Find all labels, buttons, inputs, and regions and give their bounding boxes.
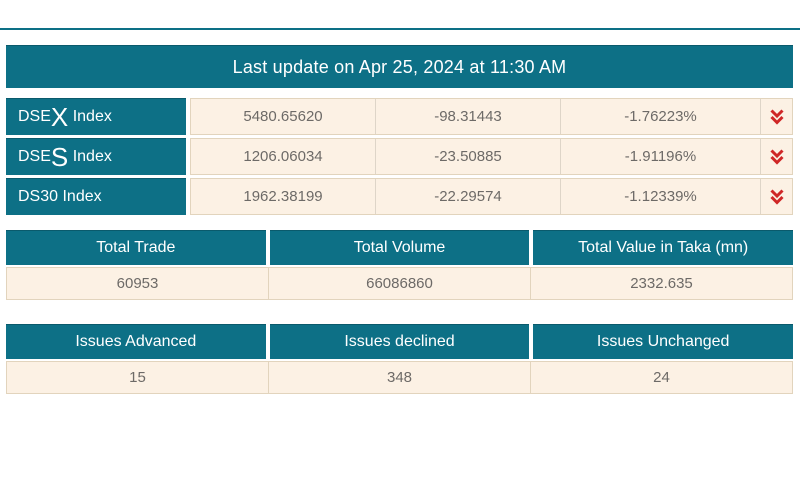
- index-value: 1206.06034: [243, 148, 323, 165]
- totals-table: Total Trade Total Volume Total Value in …: [6, 230, 794, 300]
- index-change-percent: -1.12339%: [560, 179, 760, 214]
- index-change: -98.31443: [375, 99, 560, 134]
- index-name-prefix: DSE: [18, 108, 51, 125]
- totals-header-row: Total Trade Total Volume Total Value in …: [6, 230, 794, 265]
- index-name-dsex: DSE X Index: [6, 98, 186, 135]
- index-row-dses: DSE S Index 1206.06034 -23.50885 -1.91196…: [6, 138, 793, 175]
- index-value: 1962.38199: [243, 188, 323, 205]
- double-chevron-down-icon: [769, 188, 784, 205]
- index-change-percent: -1.91196%: [560, 139, 760, 174]
- index-name-prefix: DS30: [18, 188, 59, 205]
- issues-header-row: Issues Advanced Issues declined Issues U…: [6, 324, 794, 359]
- index-row-ds30: DS30 Index 1962.38199 -22.29574 -1.12339…: [6, 178, 793, 215]
- index-row-dsex: DSE X Index 5480.65620 -98.31443 -1.76223…: [6, 98, 793, 135]
- totals-value-row: 60953 66086860 2332.635: [6, 267, 793, 300]
- index-name-ds30: DS30 Index: [6, 178, 186, 215]
- content-container: Last update on Apr 25, 2024 at 11:30 AM …: [6, 45, 794, 394]
- totals-header-trade: Total Trade: [6, 230, 266, 265]
- index-direction-cell: [760, 179, 792, 214]
- issues-advanced-value: 15: [6, 361, 269, 394]
- issues-table: Issues Advanced Issues declined Issues U…: [6, 324, 794, 394]
- index-value: 5480.65620: [243, 108, 323, 125]
- last-update-text: Last update on Apr 25, 2024 at 11:30 AM: [232, 56, 567, 77]
- index-name-dses: DSE S Index: [6, 138, 186, 175]
- index-name-big-letter: S: [50, 142, 69, 172]
- issues-header-declined: Issues declined: [269, 324, 530, 359]
- index-name-prefix: DSE: [18, 148, 51, 165]
- issues-unchanged-value: 24: [531, 361, 793, 394]
- index-change: -22.29574: [375, 179, 560, 214]
- top-divider-line: [0, 28, 800, 30]
- index-name-suffix: Index: [68, 108, 112, 125]
- index-change-percent: -1.76223%: [560, 99, 760, 134]
- issues-value-row: 15 348 24: [6, 361, 793, 394]
- index-change: -23.50885: [375, 139, 560, 174]
- issues-header-unchanged: Issues Unchanged: [533, 324, 794, 359]
- index-name-suffix: Index: [58, 188, 102, 205]
- index-direction-cell: [760, 99, 792, 134]
- issues-header-advanced: Issues Advanced: [6, 324, 266, 359]
- index-values-ds30: 1962.38199 -22.29574 -1.12339%: [190, 178, 793, 215]
- double-chevron-down-icon: [769, 148, 784, 165]
- total-volume-value: 66086860: [269, 267, 531, 300]
- index-values-dsex: 5480.65620 -98.31443 -1.76223%: [190, 98, 793, 135]
- total-trade-value: 60953: [6, 267, 269, 300]
- market-summary-page: Last update on Apr 25, 2024 at 11:30 AM …: [0, 28, 800, 394]
- index-direction-cell: [760, 139, 792, 174]
- total-value-taka: 2332.635: [531, 267, 793, 300]
- totals-header-value: Total Value in Taka (mn): [533, 230, 794, 265]
- double-chevron-down-icon: [769, 108, 784, 125]
- last-update-banner: Last update on Apr 25, 2024 at 11:30 AM: [6, 45, 793, 88]
- index-name-big-letter: X: [50, 102, 69, 132]
- index-name-suffix: Index: [68, 148, 112, 165]
- index-values-dses: 1206.06034 -23.50885 -1.91196%: [190, 138, 793, 175]
- totals-header-volume: Total Volume: [269, 230, 530, 265]
- index-summary-section: DSE X Index 5480.65620 -98.31443 -1.76223…: [6, 98, 793, 215]
- issues-declined-value: 348: [269, 361, 531, 394]
